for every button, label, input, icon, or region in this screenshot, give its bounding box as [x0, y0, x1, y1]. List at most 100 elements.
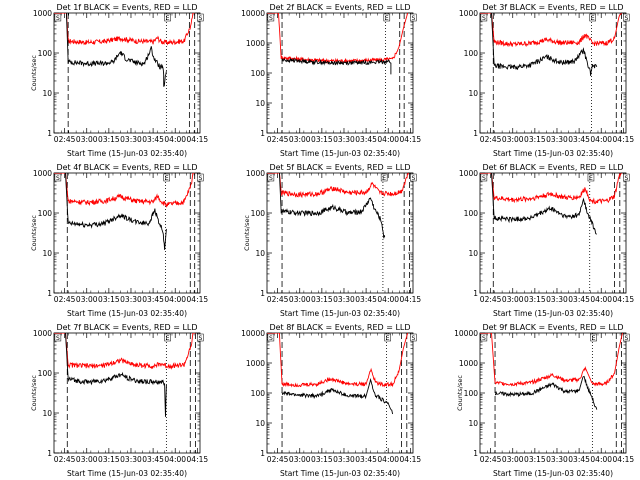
interval-mark-label: S — [482, 15, 486, 22]
chart-title: Det 3f BLACK = Events, RED = LLD — [482, 3, 623, 12]
events-series-line — [65, 333, 167, 417]
interval-mark-box — [54, 13, 62, 22]
x-tick-label: 03:15 — [311, 455, 333, 464]
interval-mark-box — [383, 13, 391, 22]
x-tick-label: 03:30 — [546, 135, 568, 144]
lld-series-line — [267, 173, 410, 199]
chart-title: Det 4f BLACK = Events, RED = LLD — [56, 163, 197, 172]
y-tick-label: 100 — [38, 369, 53, 378]
y-tick-label: 100 — [38, 209, 53, 218]
x-axis-label: Start Time (15-Jun-03 02:35:40) — [493, 469, 613, 478]
x-tick-label: 04:00 — [164, 455, 186, 464]
y-tick-label: 10 — [255, 419, 265, 428]
x-tick-label: 04:15 — [613, 295, 635, 304]
x-tick-label: 03:45 — [142, 455, 164, 464]
detector-chart-6: Det 6f BLACK = Events, RED = LLD 1 10 100 10… — [459, 163, 635, 318]
x-axis-label: Start Time (15-Jun-03 02:35:40) — [280, 309, 400, 318]
y-tick-label: 10 — [42, 249, 52, 258]
interval-mark-box — [54, 333, 62, 342]
interval-mark-label: S — [56, 15, 60, 22]
plot-frame — [479, 12, 627, 134]
interval-mark-box — [267, 13, 275, 22]
interval-mark-label: S — [411, 335, 415, 342]
x-tick-label: 03:15 — [98, 295, 120, 304]
x-tick-label: 04:15 — [187, 455, 209, 464]
interval-mark-label: E — [166, 335, 170, 342]
x-tick-label: 03:15 — [524, 135, 546, 144]
interval-mark-box — [623, 173, 630, 182]
x-tick-label: 03:15 — [524, 455, 546, 464]
interval-mark-box — [163, 173, 170, 182]
interval-mark-box — [164, 333, 171, 342]
y-tick-label: 1000 — [459, 169, 478, 178]
y-tick-label: 1000 — [33, 169, 52, 178]
x-tick-label: 04:00 — [377, 135, 399, 144]
x-tick-label: 03:30 — [120, 295, 142, 304]
interval-mark-label: S — [56, 335, 60, 342]
x-tick-label: 03:00 — [76, 455, 98, 464]
y-tick-label: 1 — [260, 449, 265, 458]
x-tick-label: 03:15 — [98, 135, 120, 144]
events-series-line — [495, 375, 598, 410]
y-tick-label: 10 — [42, 89, 52, 98]
x-tick-label: 04:00 — [590, 295, 612, 304]
interval-mark-box — [267, 173, 275, 182]
detector-chart-5: Det 5f BLACK = Events, RED = LLD 1 10 100 10… — [243, 163, 421, 318]
x-tick-label: 03:45 — [568, 135, 590, 144]
x-tick-label: 02:45 — [267, 295, 289, 304]
interval-mark-box — [623, 13, 630, 22]
chart-title: Det 6f BLACK = Events, RED = LLD — [482, 163, 623, 172]
interval-mark-label: S — [411, 175, 415, 182]
interval-mark-label: S — [198, 15, 202, 22]
y-tick-label: 10000 — [454, 329, 478, 338]
events-series-line — [281, 378, 394, 415]
x-tick-label: 04:15 — [613, 135, 635, 144]
interval-mark-box — [267, 333, 275, 342]
x-tick-label: 03:00 — [502, 135, 524, 144]
chart-title: Det 1f BLACK = Events, RED = LLD — [56, 3, 197, 12]
y-tick-label: 100 — [464, 209, 479, 218]
y-tick-label: 1 — [473, 289, 478, 298]
x-axis-label: Start Time (15-Jun-03 02:35:40) — [493, 309, 613, 318]
events-series-line — [65, 13, 167, 87]
interval-mark-label: E — [385, 15, 389, 22]
y-tick-label: 1 — [260, 289, 265, 298]
interval-mark-box — [590, 333, 597, 342]
chart-title: Det 2f BLACK = Events, RED = LLD — [269, 3, 410, 12]
y-axis-label: Counts/sec — [456, 375, 464, 411]
x-axis-label: Start Time (15-Jun-03 02:35:40) — [280, 469, 400, 478]
plot-frame — [53, 332, 201, 454]
interval-mark-box — [410, 173, 417, 182]
y-tick-label: 10 — [468, 89, 478, 98]
y-tick-label: 1 — [260, 129, 265, 138]
x-tick-label: 03:45 — [568, 295, 590, 304]
y-tick-label: 100 — [251, 209, 266, 218]
chart-title: Det 7f BLACK = Events, RED = LLD — [56, 323, 197, 332]
y-tick-label: 100 — [38, 49, 53, 58]
y-axis-label: Counts/sec — [243, 215, 251, 251]
interval-mark-label: E — [591, 15, 595, 22]
x-axis-label: Start Time (15-Jun-03 02:35:40) — [493, 149, 613, 158]
y-tick-label: 10 — [255, 99, 265, 108]
interval-mark-box — [197, 13, 204, 22]
y-tick-label: 1 — [473, 449, 478, 458]
x-tick-label: 03:45 — [568, 455, 590, 464]
lld-series-line — [480, 173, 622, 205]
detector-chart-3: Det 3f BLACK = Events, RED = LLD 1 10 100 10… — [459, 3, 635, 158]
plot-frame — [479, 172, 627, 294]
lld-series-line — [54, 333, 196, 370]
y-tick-label: 100 — [251, 389, 266, 398]
x-tick-label: 04:00 — [164, 135, 186, 144]
y-tick-label: 10 — [468, 249, 478, 258]
x-tick-label: 03:30 — [333, 455, 355, 464]
x-tick-label: 03:15 — [311, 135, 333, 144]
detector-chart-2: Det 2f BLACK = Events, RED = LLD 1 10 100 10… — [241, 3, 421, 158]
interval-mark-box — [587, 173, 595, 182]
x-tick-label: 03:00 — [289, 295, 311, 304]
chart-title: Det 5f BLACK = Events, RED = LLD — [269, 163, 410, 172]
interval-mark-label: E — [382, 175, 386, 182]
x-tick-label: 02:45 — [54, 295, 76, 304]
chart-title: Det 8f BLACK = Events, RED = LLD — [269, 323, 410, 332]
y-tick-label: 1000 — [246, 39, 265, 48]
x-tick-label: 03:00 — [289, 135, 311, 144]
